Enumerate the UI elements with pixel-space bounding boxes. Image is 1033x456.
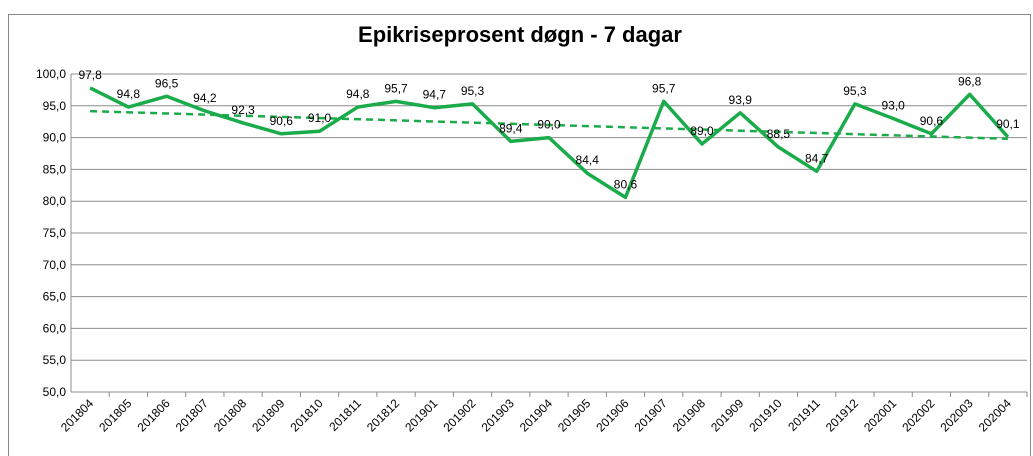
- y-tick-label: 60,0: [43, 321, 67, 335]
- trend-line: [90, 109, 1008, 141]
- data-label: 96,8: [958, 74, 982, 88]
- data-label: 95,7: [652, 81, 676, 95]
- data-label: 95,3: [461, 84, 485, 98]
- data-label: 93,0: [881, 99, 905, 113]
- data-label: 95,7: [384, 81, 408, 95]
- y-tick-label: 70,0: [43, 258, 67, 272]
- data-label: 97,8: [78, 68, 102, 82]
- data-label: 89,0: [690, 124, 714, 138]
- data-label: 91,0: [308, 111, 332, 125]
- data-label: 84,4: [576, 153, 600, 167]
- y-tick-label: 100,0: [36, 67, 66, 81]
- data-label: 94,8: [117, 87, 141, 101]
- chart-title: Epikriseprosent døgn - 7 dagar: [358, 22, 682, 47]
- data-label: 89,4: [499, 121, 523, 135]
- data-label: 88,5: [767, 127, 791, 141]
- data-label: 94,7: [423, 88, 447, 102]
- data-label: 80,6: [614, 177, 638, 191]
- data-label: 95,3: [843, 84, 867, 98]
- y-tick-label: 50,0: [43, 385, 67, 399]
- data-label: 90,6: [270, 114, 294, 128]
- y-tick-label: 55,0: [43, 353, 67, 367]
- data-label: 96,5: [155, 76, 179, 90]
- y-tick-label: 85,0: [43, 162, 67, 176]
- y-tick-label: 90,0: [43, 131, 67, 145]
- y-tick-label: 95,0: [43, 99, 67, 113]
- y-tick-label: 65,0: [43, 290, 67, 304]
- data-label: 94,2: [193, 91, 217, 105]
- data-label: 84,7: [805, 151, 829, 165]
- data-label: 90,1: [996, 117, 1020, 131]
- data-line: [89, 86, 1010, 200]
- data-label: 94,8: [346, 87, 370, 101]
- chart-frame: [8, 14, 1031, 456]
- data-label: 90,6: [920, 114, 944, 128]
- data-label: 90,0: [537, 118, 561, 132]
- data-label: 92,3: [231, 103, 255, 117]
- y-tick-label: 80,0: [43, 194, 67, 208]
- data-label: 93,9: [729, 93, 753, 107]
- y-tick-label: 75,0: [43, 226, 67, 240]
